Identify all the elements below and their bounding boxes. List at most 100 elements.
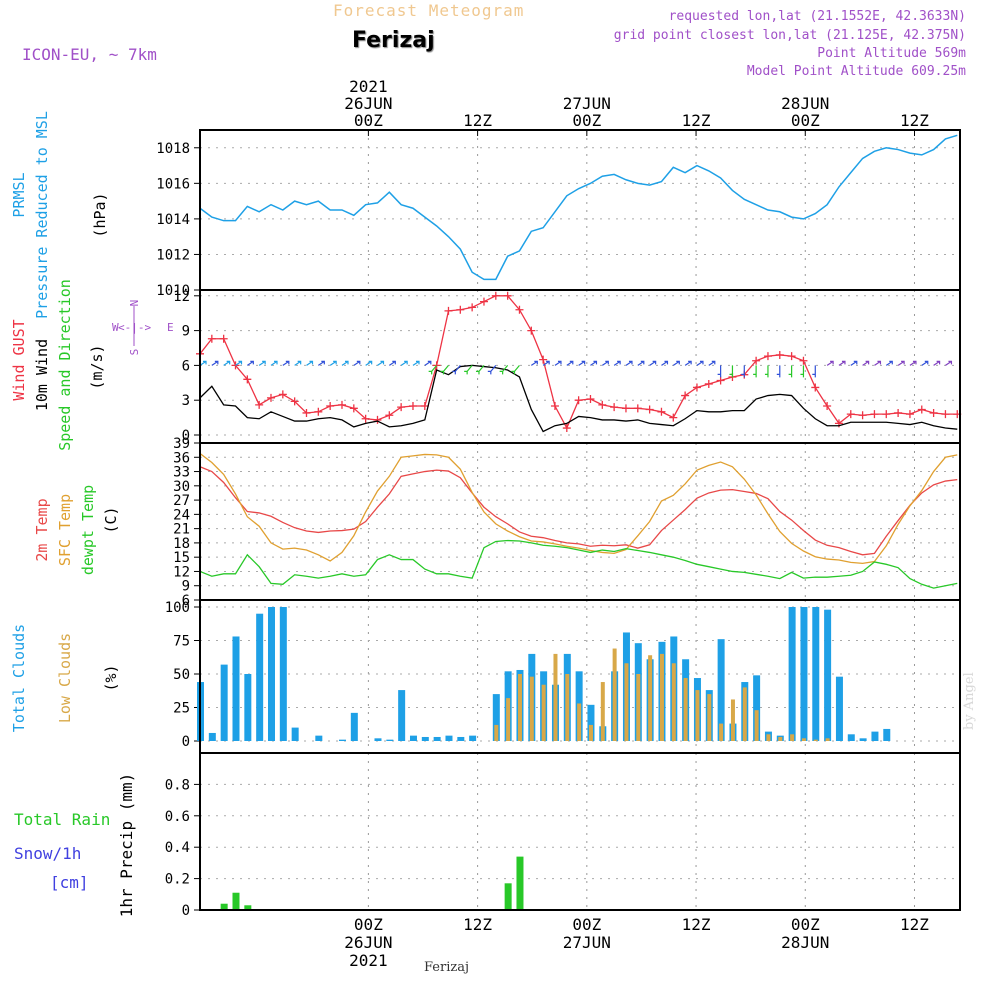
- wind-direction-arrow: [223, 360, 231, 366]
- low-cloud-bar: [778, 736, 783, 741]
- low-cloud-bar: [707, 694, 712, 741]
- total-cloud-bar: [386, 739, 394, 741]
- wind-direction-arrow: [921, 360, 929, 366]
- wind-direction-arrow: [729, 365, 734, 378]
- wind-direction-arrow: [672, 360, 680, 366]
- pressure-line: [199, 134, 958, 281]
- y-tick-label: 6: [182, 358, 190, 374]
- gust-point: [870, 410, 879, 419]
- gust-point: [397, 403, 406, 412]
- total-cloud-bar: [220, 664, 228, 741]
- gust-point: [929, 408, 938, 417]
- gust-point: [823, 402, 832, 410]
- gust-point: [574, 396, 583, 405]
- wind-direction-arrow: [388, 360, 396, 366]
- wind-direction-arrow: [753, 365, 757, 378]
- t2m-label: 2m Temp: [33, 498, 51, 561]
- model-label: ICON-EU, ~ 7km: [22, 45, 157, 64]
- total-cloud-bar: [753, 675, 761, 741]
- top-time-label: 00Z: [354, 111, 383, 130]
- model-altitude: Model Point Altitude 609.25m: [746, 64, 966, 79]
- y-tick-label: 27: [173, 493, 190, 509]
- wind-unit-label: (m/s): [88, 344, 106, 389]
- y-tick-label: 39: [173, 436, 190, 452]
- y-tick-label: 21: [173, 522, 190, 538]
- gust-point: [657, 407, 666, 416]
- total-cloud-bar: [291, 727, 299, 741]
- wind-direction-arrow: [590, 360, 598, 366]
- low-cloud-bar: [624, 663, 629, 741]
- wind-direction-arrow: [377, 360, 385, 366]
- bottom-time-label: 12Z: [463, 915, 492, 934]
- gust-point: [621, 404, 630, 413]
- gust-point: [444, 306, 453, 315]
- wind-direction-arrow: [554, 360, 562, 366]
- wind-direction-arrow: [874, 360, 882, 366]
- gust-point: [692, 383, 701, 392]
- low-cloud-bar: [695, 690, 700, 741]
- low-cloud-bar: [766, 734, 771, 741]
- panel-frame: [199, 752, 961, 911]
- wind-direction-arrow: [270, 360, 278, 366]
- top-date-label: 28JUN: [781, 94, 829, 113]
- wind-direction-arrow: [452, 365, 461, 375]
- total-cloud-bar: [587, 704, 595, 741]
- total-cloud-bar: [421, 736, 429, 741]
- compass-w: W: [112, 321, 119, 334]
- low-cloud-bar: [790, 734, 795, 741]
- requested-coords: requested lon,lat (21.1552E, 42.3633N): [668, 9, 966, 24]
- compass-n: N: [128, 300, 141, 307]
- wind-direction-arrow: [211, 360, 219, 366]
- gust-point: [231, 361, 240, 370]
- top-time-label: 12Z: [900, 111, 929, 130]
- gust-point: [941, 410, 950, 419]
- total-cloud-bar: [800, 607, 808, 741]
- wind-direction-arrow: [838, 360, 846, 366]
- low-cloud-bar: [588, 724, 593, 741]
- gust-point: [503, 291, 512, 300]
- wind-direction-arrow: [258, 360, 266, 366]
- total-cloud-bar: [883, 728, 891, 741]
- y-tick-label: 12: [173, 564, 190, 580]
- gust-point: [373, 415, 382, 424]
- y-tick-label: 100: [165, 600, 190, 616]
- wind-direction-arrow: [475, 365, 485, 375]
- wind-direction-arrow: [933, 360, 941, 366]
- bottom-date-label: 27JUN: [563, 933, 611, 952]
- precip-axis-label: 1hr Precip (mm): [117, 773, 136, 918]
- wind-direction-arrow: [826, 360, 834, 366]
- total-cloud-bar: [788, 607, 796, 741]
- wind-direction-arrow: [862, 360, 870, 366]
- total-cloud-bar: [350, 712, 358, 741]
- gust-point: [562, 424, 571, 433]
- top-date-label: 26JUN: [344, 94, 392, 113]
- low-cloud-bar: [801, 738, 806, 741]
- gust-point: [539, 355, 548, 364]
- dewpoint-line: [199, 539, 958, 589]
- y-tick-label: 25: [173, 701, 190, 717]
- rain-bar: [220, 903, 228, 910]
- wind-direction-arrow: [412, 360, 420, 366]
- wind-direction-arrow: [625, 360, 633, 366]
- gust-point: [775, 350, 784, 359]
- pressure-desc-label: Pressure Reduced to MSL: [33, 111, 51, 319]
- y-tick-label: 24: [173, 507, 190, 523]
- dewpoint-label: dewpt Temp: [79, 485, 97, 575]
- rain-bar: [244, 905, 252, 910]
- y-tick-label: 0.2: [165, 872, 190, 888]
- gust-point: [207, 334, 216, 343]
- low-cloud-bar: [494, 724, 499, 741]
- gust-point: [468, 303, 477, 312]
- y-tick-label: 36: [173, 450, 190, 466]
- gust-point: [255, 400, 264, 409]
- gust-point: [326, 402, 335, 410]
- gust-point: [456, 305, 465, 314]
- panel-frame: [199, 129, 961, 291]
- bottom-date-label: 28JUN: [781, 933, 829, 952]
- wind-direction-arrow: [788, 365, 793, 378]
- gust-point: [799, 356, 808, 365]
- wind-direction-arrow: [850, 360, 858, 366]
- wind10-line: [199, 364, 958, 433]
- wind-direction-arrow: [764, 365, 769, 378]
- total-cloud-bar: [859, 738, 867, 741]
